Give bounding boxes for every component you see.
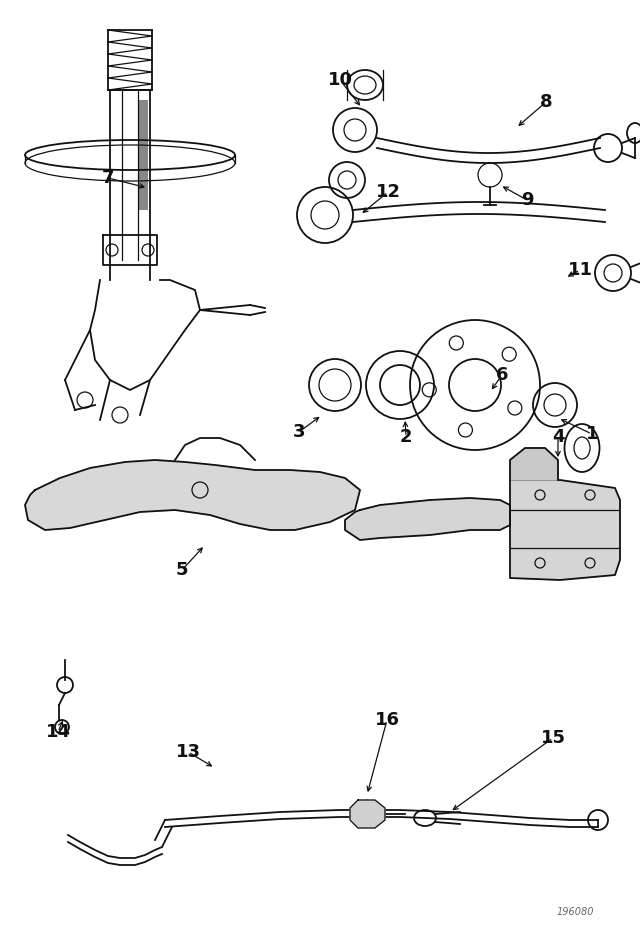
Text: 10: 10 [328,71,353,89]
Text: 15: 15 [541,729,566,747]
Text: 14: 14 [45,723,70,741]
Text: 196080: 196080 [556,907,594,917]
Text: 11: 11 [568,261,593,279]
Polygon shape [25,460,360,530]
Text: 6: 6 [496,366,508,384]
Text: 7: 7 [102,169,115,187]
Text: 9: 9 [521,191,533,209]
Text: 2: 2 [400,428,412,446]
Polygon shape [345,498,510,540]
Polygon shape [510,448,558,480]
Text: 13: 13 [175,743,200,761]
Text: 5: 5 [176,561,188,579]
Text: 8: 8 [540,93,552,111]
Text: 16: 16 [374,711,399,729]
Polygon shape [510,480,620,580]
Text: 3: 3 [292,423,305,441]
Text: 1: 1 [586,425,598,443]
Text: 4: 4 [552,428,564,446]
FancyBboxPatch shape [138,100,148,210]
Polygon shape [350,800,385,828]
Text: 12: 12 [376,183,401,201]
